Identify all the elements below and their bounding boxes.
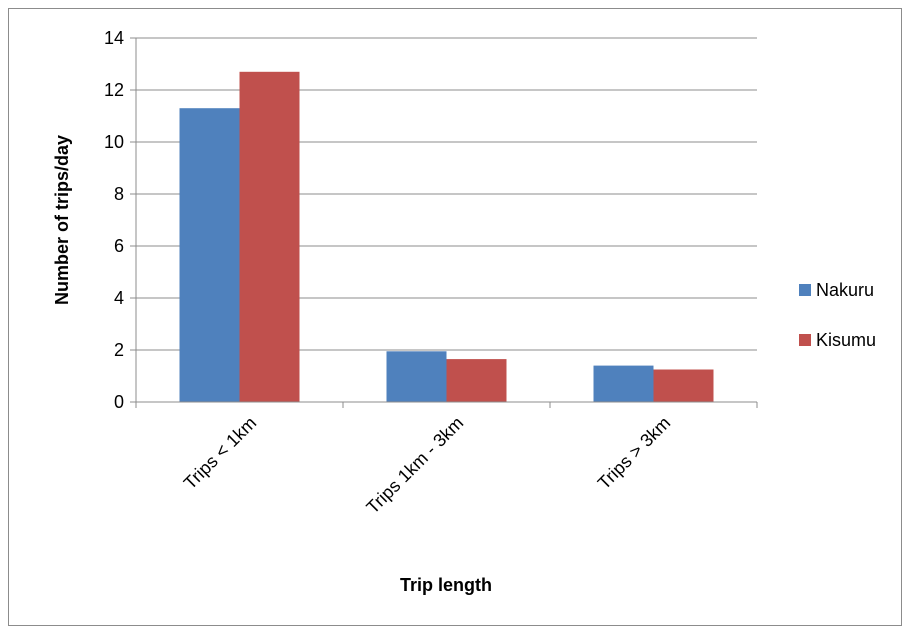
legend-swatch-nakuru — [799, 284, 811, 296]
axes — [130, 37, 758, 408]
y-tick-label: 14 — [104, 28, 124, 48]
legend-swatch-kisumu — [799, 334, 811, 346]
y-tick-label: 12 — [104, 80, 124, 100]
y-tick-label: 2 — [114, 340, 124, 360]
x-tick-label: Trips > 3km — [594, 413, 675, 494]
bar-nakuru-1 — [386, 351, 447, 402]
bar-kisumu-2 — [653, 369, 714, 402]
y-tick-label: 10 — [104, 132, 124, 152]
bar-nakuru-2 — [593, 365, 654, 402]
x-tick-label: Trips < 1km — [180, 413, 261, 494]
legend-label-nakuru: Nakuru — [816, 280, 874, 300]
bar-nakuru-0 — [179, 108, 240, 402]
y-tick-label: 0 — [114, 392, 124, 412]
bar-kisumu-0 — [239, 71, 300, 403]
bars — [179, 71, 714, 403]
legend: Nakuru Kisumu — [799, 280, 876, 350]
x-tick-label: Trips 1km - 3km — [362, 413, 467, 518]
chart-frame — [8, 8, 902, 626]
legend-label-kisumu: Kisumu — [816, 330, 876, 350]
y-axis-title: Number of trips/day — [52, 135, 72, 305]
y-tick-labels: 0 2 4 6 8 10 12 14 — [104, 28, 124, 412]
y-tick-label: 6 — [114, 236, 124, 256]
x-tick-labels: Trips < 1km Trips 1km - 3km Trips > 3km — [180, 413, 675, 518]
y-tick-label: 8 — [114, 184, 124, 204]
bar-kisumu-1 — [446, 359, 507, 402]
y-tick-label: 4 — [114, 288, 124, 308]
x-axis-title: Trip length — [400, 575, 492, 595]
